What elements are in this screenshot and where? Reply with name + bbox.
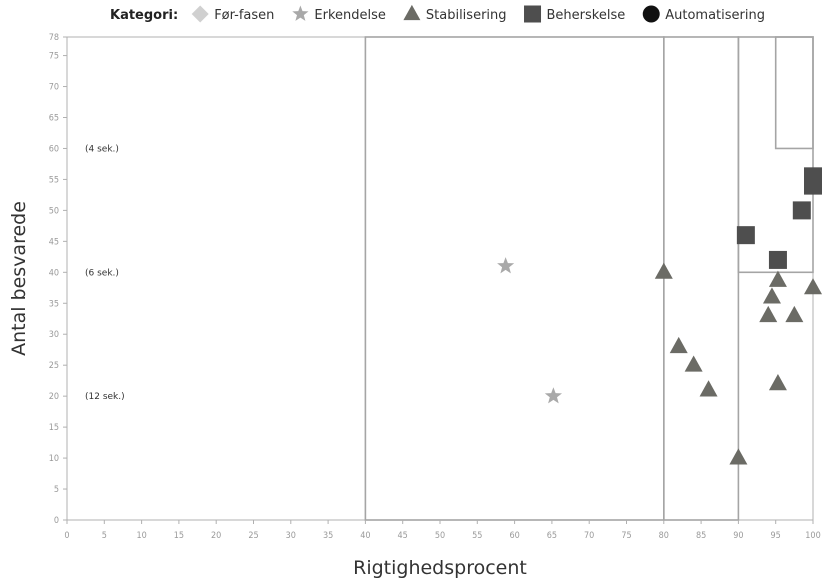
x-tick-label: 40 bbox=[360, 531, 370, 541]
x-tick-label: 15 bbox=[174, 531, 184, 541]
plot-area: 0 5 10 15 20 25 30 35 40 45 50 55 60 65 70 75 80 85 90 95 10… bbox=[49, 33, 822, 541]
boundary-region-1 bbox=[365, 37, 663, 520]
boundary-region-4 bbox=[776, 37, 813, 148]
y-tick-label: 45 bbox=[49, 237, 59, 247]
data-point-triangle bbox=[804, 278, 822, 294]
boundary-region-2 bbox=[664, 37, 739, 520]
legend-label: Stabilisering bbox=[426, 8, 507, 23]
y-tick-label: 65 bbox=[49, 114, 59, 124]
data-point-triangle bbox=[700, 380, 718, 396]
y-tick-label: 10 bbox=[49, 454, 59, 464]
data-point-star bbox=[497, 257, 514, 273]
time-annotation: (6 sek.) bbox=[85, 268, 119, 278]
x-tick-label: 80 bbox=[659, 531, 669, 541]
x-tick-label: 85 bbox=[696, 531, 706, 541]
y-tick-label: 55 bbox=[49, 175, 59, 185]
x-tick-label: 55 bbox=[472, 531, 482, 541]
data-point-square bbox=[793, 201, 811, 219]
data-point-triangle bbox=[729, 448, 747, 464]
legend-item: Stabilisering bbox=[403, 5, 506, 23]
data-point-triangle bbox=[655, 263, 673, 279]
x-tick-label: 100 bbox=[805, 531, 820, 541]
legend-item: Erkendelse bbox=[292, 6, 386, 24]
y-tick-label: 20 bbox=[49, 392, 59, 402]
y-tick-label: 25 bbox=[49, 361, 59, 371]
x-tick-label: 95 bbox=[771, 531, 781, 541]
y-tick-label: 78 bbox=[49, 33, 59, 43]
data-point-square bbox=[804, 167, 822, 185]
x-tick-label: 60 bbox=[509, 531, 519, 541]
x-tick-label: 50 bbox=[435, 531, 445, 541]
plot-border bbox=[67, 37, 813, 520]
legend-marker-square bbox=[524, 6, 541, 23]
data-point-square bbox=[769, 251, 787, 269]
legend-label: Automatisering bbox=[665, 8, 765, 23]
data-point-triangle bbox=[763, 287, 781, 303]
legend-marker-star bbox=[292, 6, 308, 21]
x-tick-label: 25 bbox=[248, 531, 258, 541]
legend-item: Automatisering bbox=[643, 6, 765, 24]
y-tick-label: 0 bbox=[54, 516, 59, 526]
legend: Kategori: Før-fasen Erkendelse Stabiliserin… bbox=[110, 5, 765, 23]
x-tick-label: 5 bbox=[102, 531, 107, 541]
y-tick-label: 70 bbox=[49, 83, 59, 93]
time-annotation: (4 sek.) bbox=[85, 144, 119, 154]
x-axis-title: Rigtighedsprocent bbox=[353, 557, 527, 579]
y-tick-label: 50 bbox=[49, 206, 59, 216]
legend-item: Beherskelse bbox=[524, 6, 625, 24]
y-tick-label: 75 bbox=[49, 52, 59, 62]
data-point-triangle bbox=[785, 306, 803, 322]
legend-title: Kategori: bbox=[110, 8, 178, 23]
data-point-triangle bbox=[670, 337, 688, 353]
data-point-star bbox=[545, 387, 562, 403]
x-tick-label: 35 bbox=[323, 531, 333, 541]
legend-marker-circle bbox=[643, 6, 660, 23]
x-tick-label: 65 bbox=[547, 531, 557, 541]
y-tick-label: 15 bbox=[49, 423, 59, 433]
legend-label: Før-fasen bbox=[214, 8, 274, 23]
y-tick-label: 60 bbox=[49, 144, 59, 154]
data-point-triangle bbox=[769, 374, 787, 390]
x-tick-label: 30 bbox=[286, 531, 296, 541]
data-point-triangle bbox=[759, 306, 777, 322]
legend-label: Beherskelse bbox=[547, 8, 626, 23]
x-tick-label: 0 bbox=[64, 531, 69, 541]
legend-marker-triangle bbox=[403, 5, 420, 20]
x-tick-label: 75 bbox=[621, 531, 631, 541]
data-point-triangle bbox=[685, 355, 703, 371]
y-tick-label: 5 bbox=[54, 485, 59, 495]
legend-marker-diamond bbox=[192, 6, 209, 23]
y-tick-label: 30 bbox=[49, 330, 59, 340]
time-annotation: (12 sek.) bbox=[85, 392, 125, 402]
legend-item: Før-fasen bbox=[192, 6, 275, 24]
legend-label: Erkendelse bbox=[314, 8, 386, 23]
y-tick-label: 40 bbox=[49, 268, 59, 278]
y-axis-title: Antal besvarede bbox=[8, 201, 30, 356]
y-tick-label: 35 bbox=[49, 299, 59, 309]
x-tick-label: 20 bbox=[211, 531, 221, 541]
x-tick-label: 70 bbox=[584, 531, 594, 541]
data-point-square bbox=[737, 226, 755, 244]
x-tick-label: 90 bbox=[733, 531, 743, 541]
x-tick-label: 10 bbox=[136, 531, 146, 541]
x-tick-label: 45 bbox=[398, 531, 408, 541]
